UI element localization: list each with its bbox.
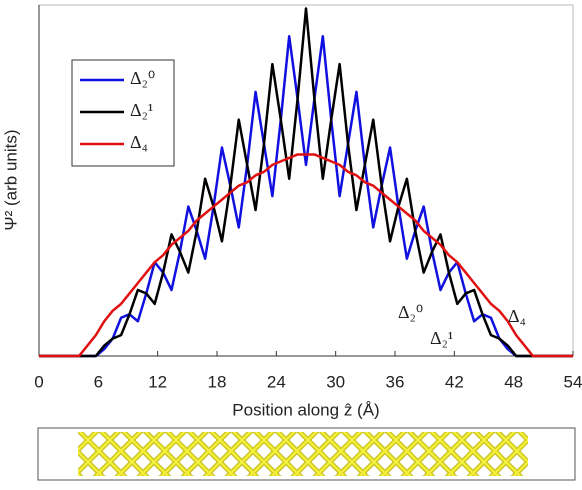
series-line (39, 153, 573, 358)
legend-label: Δ₂¹ (130, 100, 153, 120)
x-tick-label: 12 (148, 372, 167, 391)
annotation: Δ₂⁰ (398, 302, 423, 322)
x-tick-label: 42 (445, 372, 464, 391)
plot-frame (38, 4, 574, 357)
x-tick-label: 0 (34, 372, 43, 391)
y-axis-label: Ψ² (arb units) (1, 129, 20, 230)
annotation: Δ₄ (508, 306, 526, 326)
series-line (39, 7, 573, 358)
x-tick-label: 30 (326, 372, 345, 391)
legend-label: Δ₂⁰ (130, 68, 155, 88)
lattice-image (78, 432, 528, 476)
x-tick-label: 24 (267, 372, 286, 391)
x-axis-label: Position along ẑ (Å) (232, 400, 379, 419)
annotation: Δ₂¹ (430, 328, 453, 348)
legend-label: Δ₄ (130, 132, 148, 152)
x-tick-label: 6 (94, 372, 103, 391)
x-tick-label: 18 (208, 372, 227, 391)
x-tick-label: 36 (386, 372, 405, 391)
x-tick-label: 54 (564, 372, 582, 391)
series-line (39, 35, 573, 358)
x-tick-label: 48 (504, 372, 523, 391)
